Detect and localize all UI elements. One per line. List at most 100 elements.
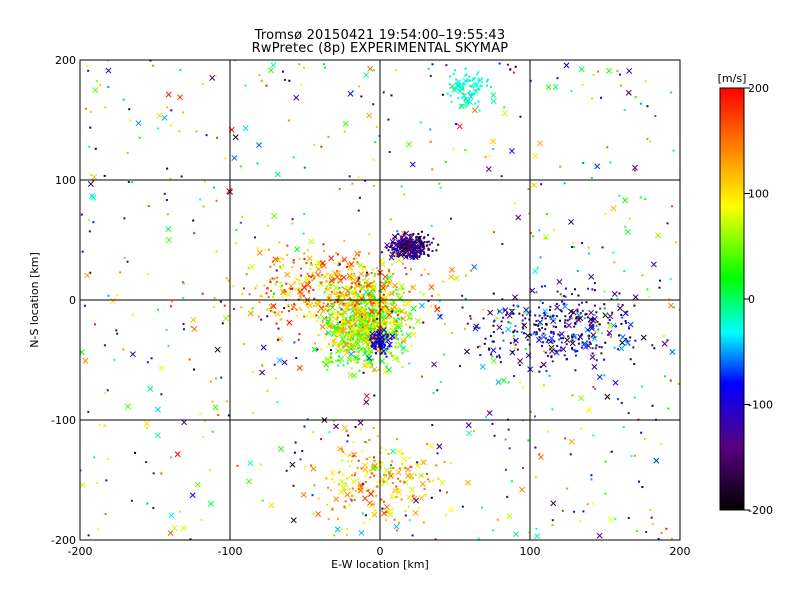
data-point-dot (491, 422, 494, 425)
data-point-dot (506, 495, 509, 498)
data-point-dot (551, 519, 554, 522)
data-point-dot (507, 321, 510, 324)
data-point-dot (646, 137, 649, 140)
data-point-dot (88, 230, 91, 233)
data-point-cross (406, 250, 413, 257)
data-point-dot (386, 363, 389, 366)
data-point-dot (333, 278, 336, 281)
x-tick-label: 200 (670, 545, 691, 558)
data-point-dot (81, 250, 84, 253)
data-point-cross (472, 88, 479, 95)
data-point-dot (561, 300, 564, 303)
data-point-dot (313, 275, 316, 278)
data-point-dot (357, 331, 360, 334)
data-point-dot (630, 455, 633, 458)
data-point-dot (430, 496, 433, 499)
data-point-dot (350, 330, 353, 333)
data-point-dot (205, 134, 208, 137)
data-point-dot (559, 349, 562, 352)
data-point-dot (420, 375, 423, 378)
data-point-dot (349, 296, 352, 299)
data-point-dot (512, 330, 515, 333)
data-point-dot (420, 240, 423, 243)
data-point-dot (345, 316, 348, 319)
data-point-dot (106, 389, 109, 392)
data-point-dot (431, 423, 434, 426)
data-point-dot (669, 379, 672, 382)
data-point-cross (588, 309, 595, 316)
data-point-dot (260, 318, 263, 321)
data-point-dot (297, 287, 300, 290)
data-point-dot (326, 303, 329, 306)
data-point-cross (410, 284, 417, 291)
data-point-dot (393, 247, 396, 250)
data-point-dot (437, 243, 440, 246)
data-point-dot (397, 309, 400, 312)
data-point-dot (397, 360, 400, 363)
data-point-dot (358, 329, 361, 332)
data-point-dot (384, 352, 387, 355)
data-point-dot (344, 482, 347, 485)
data-point-dot (446, 92, 449, 95)
data-point-cross (346, 272, 353, 279)
data-point-dot (341, 342, 344, 345)
data-point-dot (670, 537, 673, 540)
data-point-dot (354, 426, 357, 429)
data-point-dot (586, 287, 589, 290)
data-point-dot (595, 311, 598, 314)
data-point-dot (402, 346, 405, 349)
data-point-dot (297, 338, 300, 341)
data-point-dot (363, 297, 366, 300)
data-point-dot (397, 233, 400, 236)
data-point-dot (83, 304, 86, 307)
data-point-dot (412, 255, 415, 258)
data-point-dot (375, 314, 378, 317)
data-point-dot (307, 289, 310, 292)
data-point-dot (373, 456, 376, 459)
data-point-dot (350, 491, 353, 494)
data-point-cross (143, 420, 150, 427)
data-point-dot (527, 188, 530, 191)
data-point-dot (408, 362, 411, 365)
data-point-dot (651, 523, 654, 526)
data-point-cross (477, 77, 484, 84)
data-point-cross (379, 261, 386, 268)
data-point-cross (384, 242, 391, 249)
data-point-dot (330, 356, 333, 359)
data-point-dot (533, 331, 536, 334)
data-point-dot (563, 182, 566, 185)
data-point-dot (477, 71, 480, 74)
data-point-cross (626, 67, 633, 74)
data-point-dot (374, 310, 377, 313)
data-point-dot (443, 322, 446, 325)
data-point-dot (355, 257, 358, 260)
data-point-dot (564, 319, 567, 322)
data-point-dot (273, 277, 276, 280)
data-point-dot (381, 251, 384, 254)
data-point-cross (331, 310, 338, 317)
data-point-dot (146, 361, 149, 364)
data-point-cross (508, 148, 515, 155)
data-point-dot (293, 341, 296, 344)
data-point-dot (576, 349, 579, 352)
data-point-dot (530, 333, 533, 336)
data-point-dot (370, 302, 373, 305)
data-point-dot (80, 213, 83, 216)
data-point-cross (611, 291, 618, 297)
data-point-cross (486, 410, 493, 417)
data-point-dot (242, 287, 245, 290)
data-point-dot (328, 274, 331, 277)
data-point-dot (391, 460, 394, 463)
data-point-cross (395, 469, 402, 476)
data-point-cross (344, 304, 351, 310)
data-point-dot (353, 318, 356, 321)
data-point-dot (373, 347, 376, 350)
data-point-dot (364, 481, 367, 484)
data-point-cross (278, 445, 285, 452)
data-point-dot (340, 313, 343, 316)
data-point-dot (330, 348, 333, 351)
data-point-dot (193, 232, 196, 235)
data-point-dot (189, 538, 192, 540)
data-point-dot (621, 303, 624, 306)
data-point-dot (585, 301, 588, 304)
